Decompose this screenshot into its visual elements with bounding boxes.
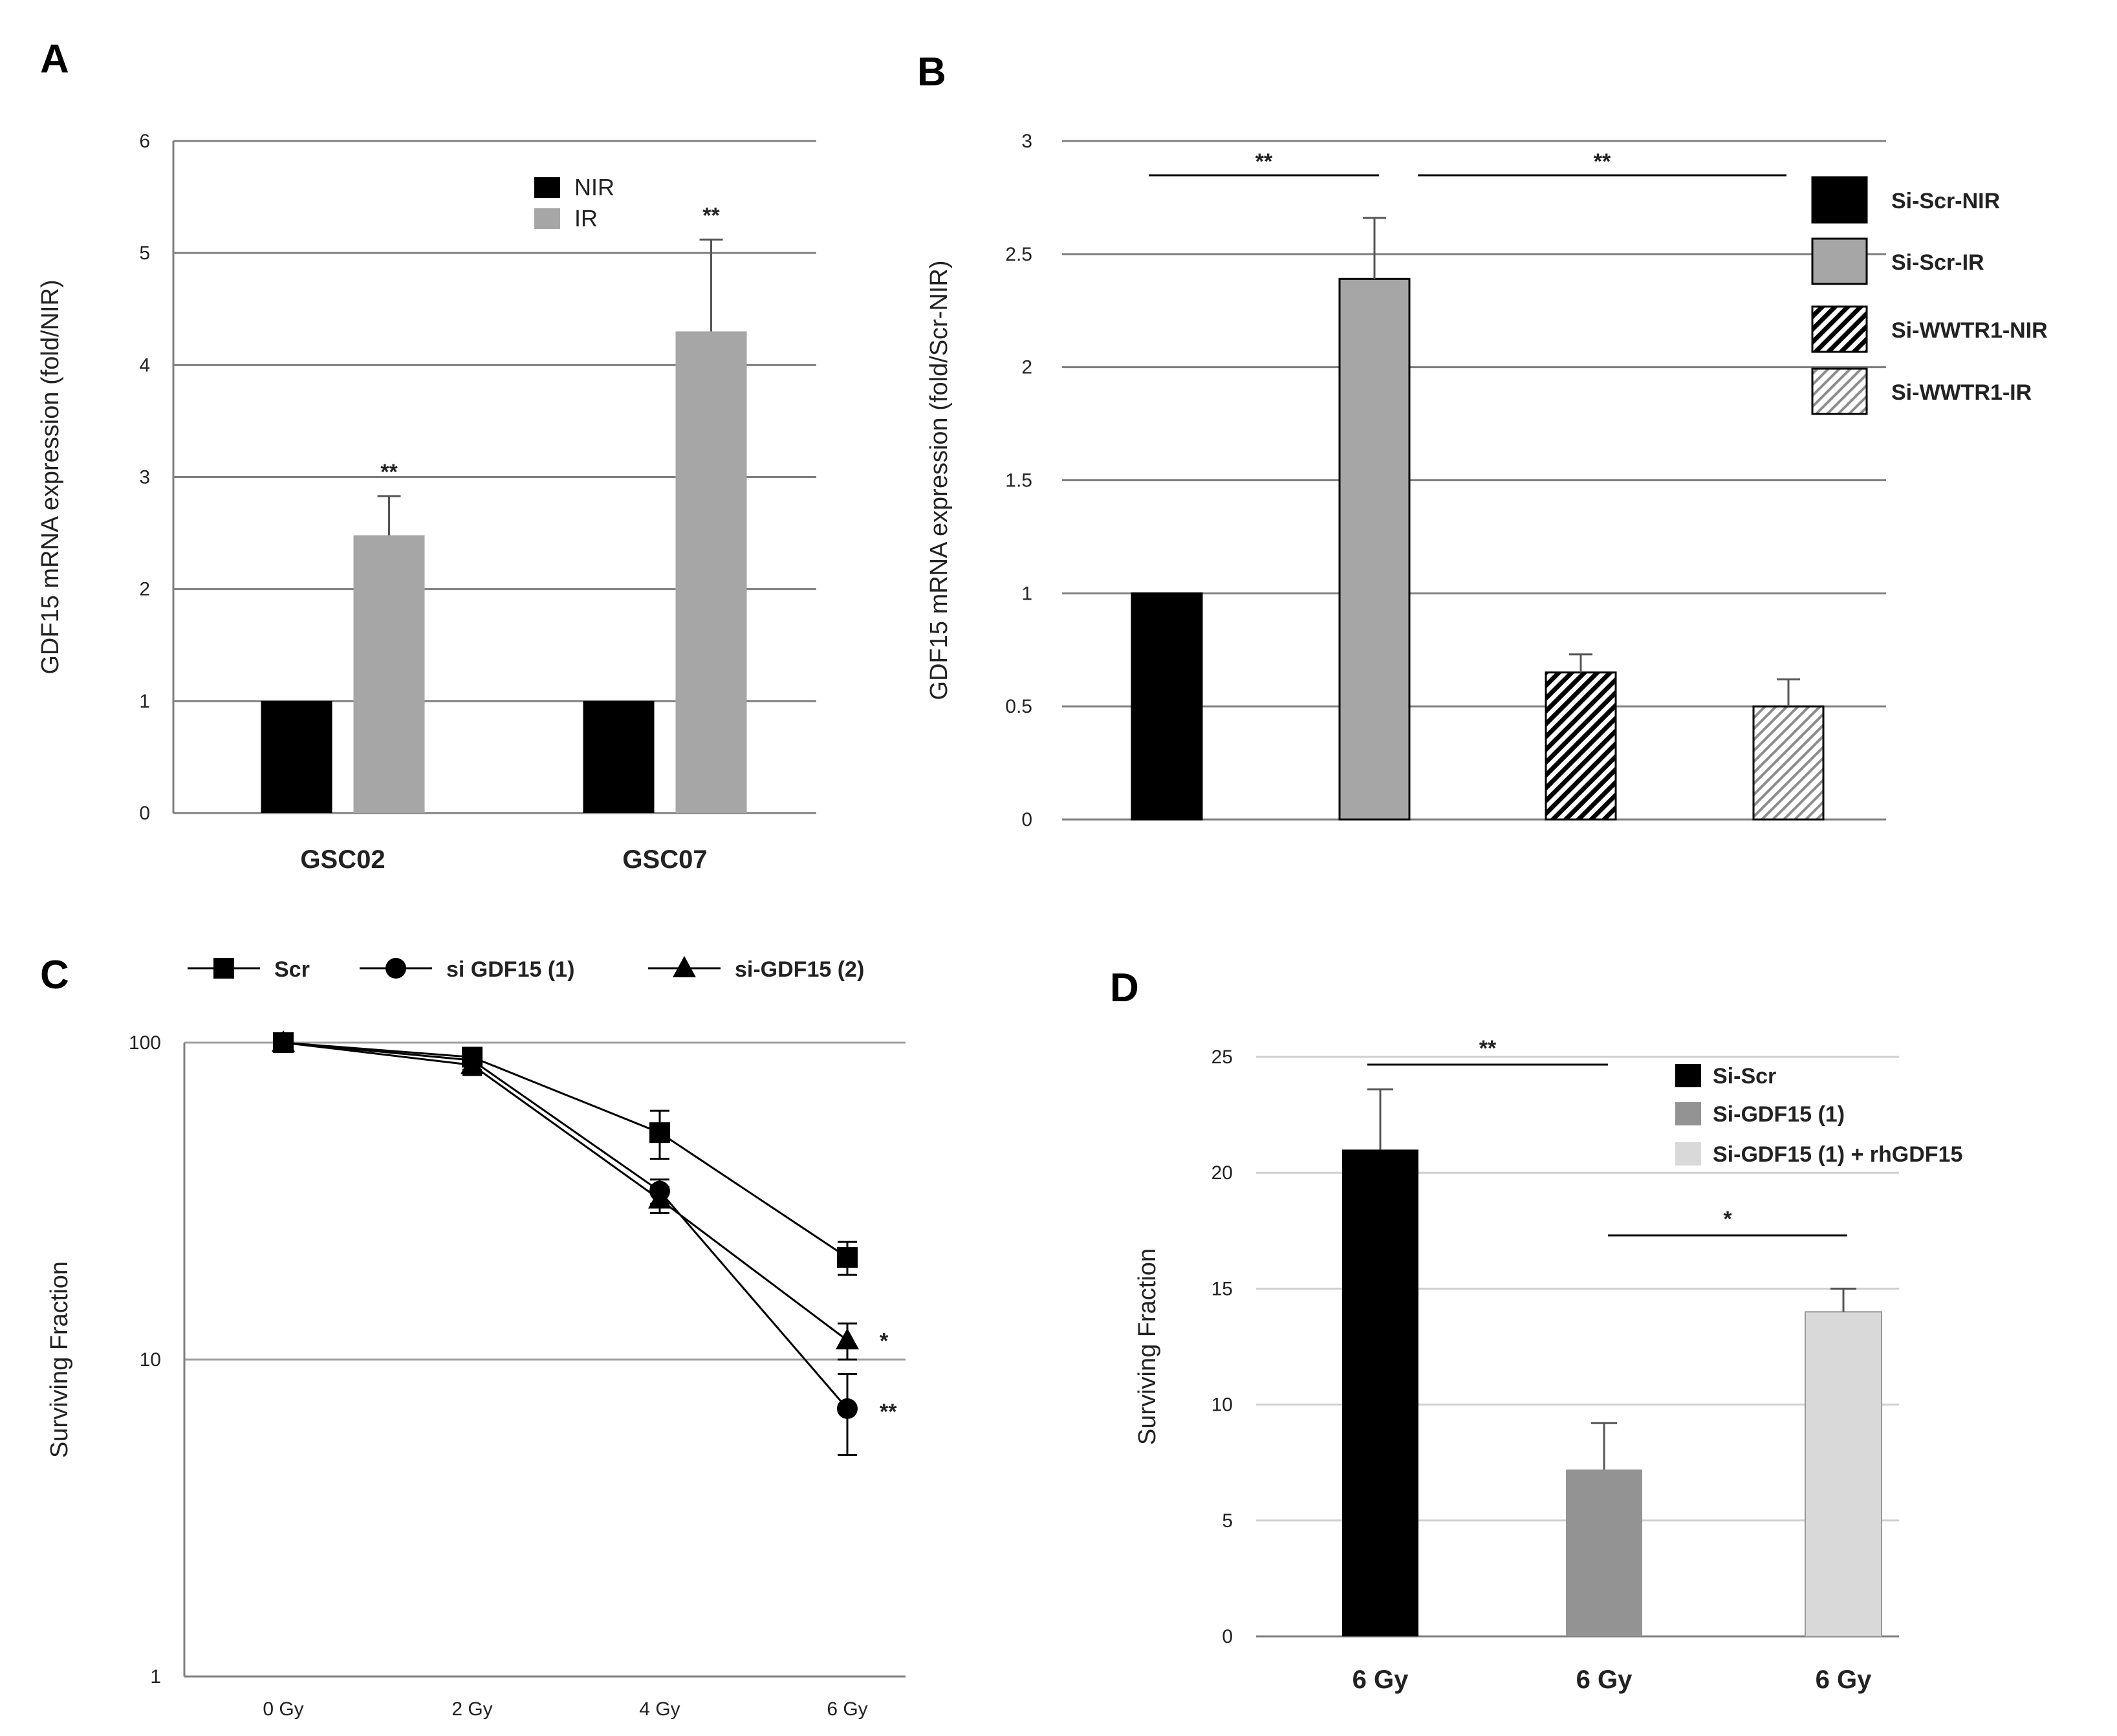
significance-label: * — [880, 1329, 889, 1353]
data-point-triangle — [461, 1052, 484, 1074]
chart-panel-a: 0 1 2 3 4 5 6 ** GSC02 ** GSC07 GDF15 mRNA expressi… — [37, 131, 816, 874]
y-tick-label: 0.5 — [1005, 696, 1032, 717]
chart-panel-b: 0 0.5 1 1.5 2 2.5 3 ** ** GDF15 mRNA expression (… — [926, 131, 2048, 830]
y-tick-label: 10 — [1211, 1394, 1233, 1416]
bar — [1342, 1149, 1418, 1636]
legend-label: Si-Scr — [1713, 1064, 1776, 1089]
significance-label: ** — [880, 1400, 897, 1424]
series-line — [283, 1041, 848, 1259]
y-axis-label: GDF15 mRNA expression (fold/Scr-NIR) — [926, 261, 953, 700]
y-tick-label: 25 — [1211, 1047, 1233, 1068]
series-line — [283, 1041, 849, 1409]
y-axis-label: Surviving Fraction — [1134, 1248, 1161, 1445]
data-point-triangle — [648, 1187, 671, 1209]
x-category-label: 6 Gy — [1576, 1665, 1633, 1694]
legend-marker — [673, 956, 696, 977]
x-category-label: GSC02 — [300, 845, 385, 874]
legend-swatch — [1811, 305, 1868, 353]
legend-swatch — [1675, 1102, 1701, 1125]
significance-label: ** — [702, 203, 720, 228]
bar — [1566, 1469, 1642, 1636]
data-point-square — [649, 1122, 670, 1144]
legend-label: NIR — [574, 174, 614, 201]
legend-label: si-GDF15 (2) — [735, 957, 864, 982]
significance-label: * — [1723, 1207, 1732, 1231]
y-tick-label: 0 — [1021, 809, 1032, 830]
legend-label: Si-Scr-IR — [1891, 250, 1984, 275]
y-tick-label: 5 — [139, 243, 150, 264]
legend-label: Si-GDF15 (1) — [1713, 1102, 1845, 1127]
legend-marker — [213, 958, 234, 979]
legend-swatch — [534, 177, 560, 198]
panel-letter-a: A — [40, 37, 69, 81]
bar — [1805, 1311, 1882, 1637]
bar-ir — [675, 331, 747, 813]
data-point-circle — [837, 1398, 858, 1419]
legend-swatch — [1675, 1064, 1701, 1087]
y-tick-label: 100 — [129, 1032, 161, 1054]
y-tick-label: 20 — [1211, 1162, 1233, 1184]
x-category-label: 6 Gy — [1816, 1665, 1872, 1694]
data-point-square — [837, 1247, 858, 1268]
data-point-triangle — [836, 1328, 859, 1350]
significance-label: ** — [1255, 149, 1273, 174]
y-tick-label: 4 — [139, 354, 150, 376]
legend-swatch — [1675, 1142, 1701, 1166]
bar-nir — [583, 700, 655, 813]
legend-swatch — [534, 208, 560, 229]
legend-label: Si-GDF15 (1) + rhGDF15 — [1713, 1142, 1962, 1167]
y-tick-label: 1 — [1021, 583, 1032, 604]
bar — [1752, 705, 1825, 821]
data-point-triangle — [272, 1030, 295, 1052]
y-tick-label: 1 — [150, 1666, 161, 1687]
y-tick-label: 3 — [139, 467, 150, 488]
bar-ir — [353, 535, 425, 813]
legend-label: IR — [574, 205, 598, 232]
y-axis-label: Surviving Fraction — [46, 1261, 73, 1458]
y-tick-label: 2 — [1021, 357, 1032, 378]
significance-label: ** — [1479, 1036, 1497, 1061]
panel-letter-b: B — [917, 50, 946, 94]
bar-nir — [261, 700, 332, 813]
y-tick-label: 15 — [1211, 1278, 1233, 1299]
x-category-label: GSC07 — [622, 845, 707, 874]
significance-label: ** — [380, 460, 398, 484]
bar — [1338, 277, 1411, 821]
y-tick-label: 10 — [140, 1349, 161, 1371]
legend-swatch — [1811, 367, 1868, 415]
y-tick-label: 1 — [139, 691, 150, 712]
y-tick-label: 3 — [1021, 131, 1032, 152]
legend-swatch — [1811, 176, 1868, 224]
y-tick-label: 2 — [139, 579, 150, 600]
y-axis-label: GDF15 mRNA expression (fold/NIR) — [37, 279, 64, 674]
x-tick-label: 6 Gy — [827, 1698, 867, 1720]
panel-letter-d: D — [1110, 966, 1139, 1010]
legend-label: Si-WWTR1-IR — [1891, 380, 2032, 405]
legend-label: Si-Scr-NIR — [1891, 189, 2000, 213]
legend-marker — [385, 958, 406, 979]
legend-label: Si-WWTR1-NIR — [1891, 318, 2048, 343]
series-line — [283, 1041, 848, 1341]
significance-label: ** — [1594, 149, 1611, 174]
y-tick-label: 6 — [139, 131, 150, 152]
panel-letter-c: C — [40, 953, 69, 997]
bar — [1545, 671, 1617, 821]
y-tick-label: 2.5 — [1005, 244, 1032, 265]
x-category-label: 6 Gy — [1352, 1665, 1409, 1694]
y-tick-label: 1.5 — [1005, 470, 1032, 492]
x-tick-label: 4 Gy — [639, 1698, 680, 1720]
bar — [1131, 592, 1203, 821]
y-tick-label: 5 — [1222, 1510, 1233, 1532]
x-tick-label: 2 Gy — [451, 1698, 492, 1720]
legend-label: si GDF15 (1) — [446, 957, 574, 982]
legend-label: Scr — [274, 957, 310, 982]
y-tick-label: 0 — [1222, 1626, 1233, 1647]
y-tick-label: 0 — [139, 803, 150, 824]
legend-swatch — [1811, 237, 1868, 285]
x-tick-label: 0 Gy — [263, 1698, 303, 1720]
